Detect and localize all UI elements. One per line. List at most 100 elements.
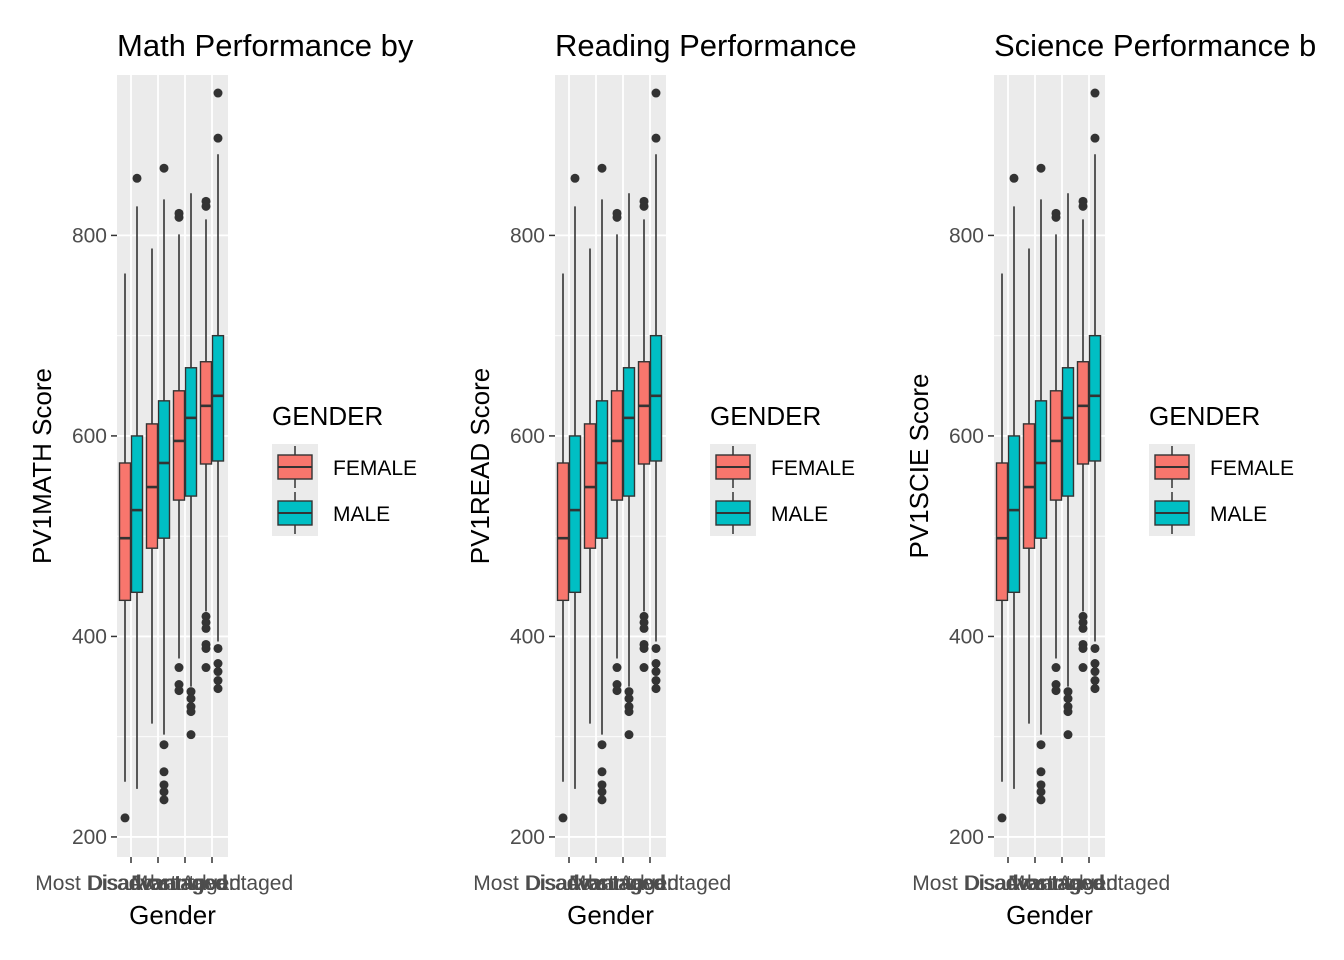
box-iqr [637, 361, 651, 465]
box-female-group-1 [995, 273, 1009, 823]
outlier-point [1051, 663, 1061, 673]
y-tick-label: 400 [510, 625, 545, 648]
outlier-point [558, 813, 568, 823]
outlier-point [159, 740, 169, 750]
box-iqr [1034, 400, 1048, 539]
outlier-point [1090, 133, 1100, 143]
box-female-group-4 [199, 196, 213, 673]
y-tick-label: 800 [72, 224, 107, 247]
y-tick-label: 600 [949, 425, 984, 448]
box-male-group-1 [568, 173, 582, 789]
outlier-point [639, 663, 649, 673]
outlier-point [612, 212, 622, 222]
y-tick-label: 200 [949, 826, 984, 849]
outlier-point [201, 623, 211, 633]
outlier-point [651, 667, 661, 677]
outlier-point [1063, 730, 1073, 740]
outlier-point [639, 201, 649, 211]
y-tick-label: 800 [510, 224, 545, 247]
legend-title: GENDER [710, 401, 821, 431]
box-male-group-1 [1007, 173, 1021, 789]
box-male-group-2 [595, 163, 609, 805]
outlier-point [174, 663, 184, 673]
box-iqr [184, 367, 198, 497]
legend-label-female: FEMALE [1210, 457, 1294, 480]
y-tick-label: 400 [72, 625, 107, 648]
y-tick-label: 200 [510, 826, 545, 849]
outlier-point [1078, 623, 1088, 633]
x-tick-label: Most Disadvantaged [35, 872, 226, 895]
outlier-point [1063, 694, 1073, 704]
chart-panel-2: 200 400 600 800 Most DisadvantagedDisadvanta… [465, 28, 857, 930]
x-tick-label: Most Advantaged [569, 872, 731, 895]
y-axis-title: PV1READ Score [465, 368, 495, 565]
outlier-point [213, 684, 223, 694]
outlier-point [213, 659, 223, 669]
box-female-group-2 [583, 248, 597, 724]
outlier-point [1078, 643, 1088, 653]
outlier-point [213, 676, 223, 686]
y-axis-title: PV1SCIE Score [904, 374, 934, 559]
outlier-point [1036, 163, 1046, 173]
box-female-group-1 [556, 273, 570, 823]
x-tick-label: Advantaged [567, 872, 679, 895]
outlier-point [1078, 201, 1088, 211]
outlier-point [612, 663, 622, 673]
outlier-point [1090, 88, 1100, 98]
box-female-group-4 [1076, 196, 1090, 673]
outlier-point [1036, 795, 1046, 805]
legend-title: GENDER [272, 401, 383, 431]
box-iqr [595, 400, 609, 539]
outlier-point [651, 676, 661, 686]
outlier-point [1036, 780, 1046, 790]
box-male-group-4 [1088, 88, 1102, 694]
x-tick-label: Most Advantaged [131, 872, 293, 895]
legend: GENDER FEMALE MALE [1149, 401, 1294, 536]
chart-title: Science Performance b [994, 28, 1316, 63]
y-tick-label: 200 [72, 826, 107, 849]
box-female-group-3 [610, 208, 624, 696]
outlier-point [186, 707, 196, 717]
outlier-point [1090, 643, 1100, 653]
box-iqr [130, 435, 144, 594]
box-male-group-2 [1034, 163, 1048, 805]
box-iqr [1049, 390, 1063, 501]
outlier-point [159, 795, 169, 805]
outlier-point [213, 133, 223, 143]
x-axis-title: Gender [567, 900, 654, 930]
outlier-point [132, 173, 142, 183]
outlier-point [651, 684, 661, 694]
outlier-point [1078, 663, 1088, 673]
outlier-point [186, 687, 196, 697]
outlier-point [597, 163, 607, 173]
box-iqr [649, 334, 663, 462]
outlier-point [639, 623, 649, 633]
outlier-point [201, 201, 211, 211]
outlier-point [1090, 684, 1100, 694]
box-female-group-4 [637, 196, 651, 673]
outlier-point [120, 813, 130, 823]
y-tick-label: 600 [72, 425, 107, 448]
outlier-point [1036, 767, 1046, 777]
chart-title: Math Performance by [117, 28, 414, 63]
outlier-point [597, 787, 607, 797]
x-axis-title: Gender [129, 900, 216, 930]
outlier-point [624, 687, 634, 697]
box-male-group-2 [157, 163, 171, 805]
box-iqr [1076, 361, 1090, 465]
legend: GENDER FEMALE MALE [272, 401, 417, 536]
box-iqr [995, 462, 1009, 602]
box-male-group-4 [211, 88, 225, 694]
chart-title: Reading Performance [555, 28, 857, 63]
box-iqr [172, 390, 186, 501]
box-iqr [622, 367, 636, 497]
outlier-point [186, 694, 196, 704]
box-iqr [157, 400, 171, 539]
outlier-point [597, 780, 607, 790]
outlier-point [1036, 740, 1046, 750]
outlier-point [1090, 667, 1100, 677]
box-female-group-1 [118, 273, 132, 823]
outlier-point [651, 133, 661, 143]
box-female-group-3 [172, 208, 186, 696]
outlier-point [1036, 787, 1046, 797]
